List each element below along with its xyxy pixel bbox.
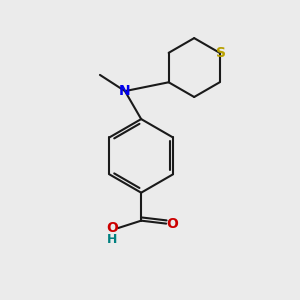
- Text: O: O: [167, 217, 178, 231]
- Text: O: O: [106, 221, 118, 235]
- Text: S: S: [216, 46, 226, 60]
- Text: N: N: [119, 84, 131, 98]
- Text: H: H: [106, 233, 117, 246]
